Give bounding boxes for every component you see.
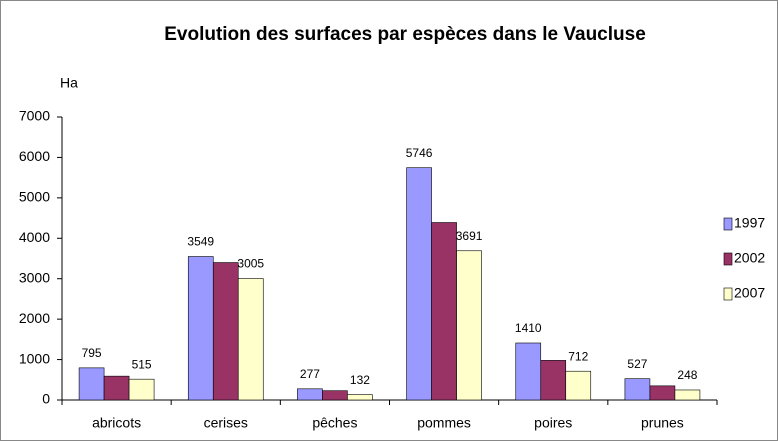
y-axis-label: Ha	[60, 75, 78, 91]
data-label: 5746	[406, 146, 433, 160]
bar	[431, 222, 457, 401]
chart-title: Evolution des surfaces par espèces dans …	[164, 24, 646, 45]
y-tick-label: 6000	[19, 148, 50, 164]
data-label: 527	[627, 357, 647, 371]
bar	[297, 388, 323, 401]
legend-label: 2002	[734, 250, 765, 266]
legend-swatch	[723, 217, 733, 231]
y-tick-label: 3000	[19, 269, 50, 285]
y-tick-label: 2000	[19, 310, 50, 326]
bar	[187, 256, 214, 401]
data-label: 515	[132, 357, 152, 371]
bar	[237, 278, 264, 401]
bar	[540, 360, 567, 401]
data-label: 248	[677, 368, 697, 382]
bar	[103, 375, 130, 401]
legend-swatch	[723, 287, 733, 301]
bar	[649, 385, 676, 401]
bar	[565, 370, 592, 401]
x-tick-label: abricots	[92, 415, 141, 431]
legend-label: 2007	[734, 285, 765, 301]
data-label: 1410	[515, 321, 542, 335]
bar	[322, 390, 348, 401]
x-tick-label: prunes	[641, 415, 684, 431]
data-label: 3005	[237, 257, 264, 271]
bar	[624, 378, 651, 401]
bar	[78, 367, 105, 401]
bar	[515, 342, 542, 401]
bar	[456, 250, 482, 401]
bar	[674, 389, 701, 401]
y-tick-label: 4000	[19, 229, 50, 245]
legend-label: 1997	[734, 215, 765, 231]
x-tick-label: poires	[534, 415, 572, 431]
x-tick-label: cerises	[204, 415, 248, 431]
bar	[347, 394, 373, 401]
y-tick-label: 7000	[19, 108, 50, 124]
bar	[212, 262, 239, 401]
y-tick-label: 0	[42, 391, 50, 407]
x-tick-label: pommes	[417, 415, 471, 431]
bar	[128, 378, 155, 401]
data-label: 3549	[187, 235, 214, 249]
legend-swatch	[723, 252, 733, 266]
data-label: 277	[300, 367, 320, 381]
bar	[406, 167, 432, 401]
y-tick-label: 1000	[19, 350, 50, 366]
data-label: 712	[568, 349, 588, 363]
data-label: 132	[350, 373, 370, 387]
data-label: 795	[82, 346, 102, 360]
x-tick-label: pêches	[312, 415, 357, 431]
data-label: 3691	[456, 229, 483, 243]
y-tick-label: 5000	[19, 189, 50, 205]
